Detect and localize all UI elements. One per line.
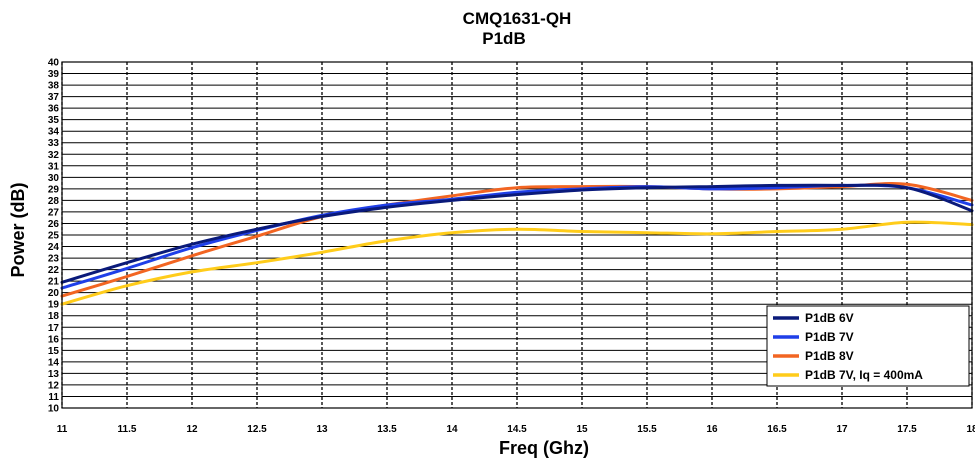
y-tick-label: 22 [48, 265, 60, 276]
legend-label: P1dB 8V [805, 349, 854, 363]
y-tick-label: 30 [48, 173, 60, 184]
y-tick-label: 37 [48, 92, 60, 103]
x-tick-label: 14.5 [507, 424, 527, 435]
y-tick-label: 17 [48, 323, 60, 334]
y-tick-label: 40 [48, 58, 60, 69]
plot-grid [61, 61, 973, 409]
x-tick-label: 15 [576, 424, 588, 435]
chart-subtitle: P1dB [482, 29, 525, 48]
y-tick-label: 27 [48, 207, 60, 218]
series-line [60, 182, 974, 298]
y-tick-label: 13 [48, 369, 60, 380]
y-tick-label: 26 [48, 219, 60, 230]
y-tick-label: 11 [48, 392, 59, 403]
x-tick-label: 16.5 [767, 424, 787, 435]
y-tick-label: 21 [48, 277, 60, 288]
y-tick-label: 24 [48, 242, 60, 253]
y-tick-label: 35 [48, 115, 60, 126]
x-tick-label: 12.5 [247, 424, 267, 435]
y-tick-label: 10 [48, 404, 60, 415]
y-tick-label: 19 [48, 300, 60, 311]
y-tick-label: 39 [48, 69, 60, 80]
y-axis-label: Power (dB) [8, 182, 28, 277]
x-tick-label: 17.5 [897, 424, 917, 435]
series-line [60, 183, 974, 284]
x-tick-label: 13.5 [377, 424, 397, 435]
y-tick-label: 14 [48, 357, 60, 368]
y-tick-label: 34 [48, 127, 60, 138]
x-tick-label: 18 [966, 424, 975, 435]
series-line [60, 220, 974, 306]
y-tick-label: 29 [48, 184, 60, 195]
series-lines [60, 182, 974, 306]
y-tick-label: 38 [48, 81, 60, 92]
y-tick-label: 33 [48, 138, 60, 149]
x-tick-label: 12 [186, 424, 198, 435]
chart-title: CMQ1631-QH [463, 9, 572, 28]
x-tick-label: 15.5 [637, 424, 657, 435]
plot-border [61, 61, 973, 409]
y-tick-label: 23 [48, 254, 60, 265]
y-tick-label: 20 [48, 288, 60, 299]
legend-label: P1dB 7V, Iq = 400mA [805, 368, 923, 382]
y-tick-label: 36 [48, 104, 60, 115]
x-tick-label: 14 [446, 424, 458, 435]
legend: P1dB 6V P1dB 7V P1dB 8V P1dB 7V, Iq = 400mA [766, 305, 970, 387]
legend-label: P1dB 6V [805, 311, 854, 325]
x-tick-label: 13 [316, 424, 328, 435]
x-tick-label: 16 [706, 424, 718, 435]
y-tick-label: 15 [48, 346, 60, 357]
x-axis-label: Freq (Ghz) [499, 438, 589, 458]
y-tick-label: 16 [48, 334, 60, 345]
y-tick-label: 12 [48, 380, 60, 391]
y-tick-label: 32 [48, 150, 60, 161]
x-tick-label: 11 [57, 424, 68, 435]
y-axis-ticks: 1011121314151617181920212223242526272829… [48, 58, 60, 415]
y-tick-label: 18 [48, 311, 60, 322]
x-axis-ticks: 11 11.5 12 12.5 13 13.5 14 14.5 15 15.5 16 16.5 17 17… [57, 424, 975, 435]
legend-box [766, 305, 970, 387]
x-tick-label: 11.5 [118, 424, 137, 435]
x-tick-label: 17 [836, 424, 848, 435]
legend-label: P1dB 7V [805, 330, 854, 344]
y-tick-label: 31 [48, 161, 60, 172]
y-tick-label: 28 [48, 196, 60, 207]
y-tick-label: 25 [48, 231, 60, 242]
